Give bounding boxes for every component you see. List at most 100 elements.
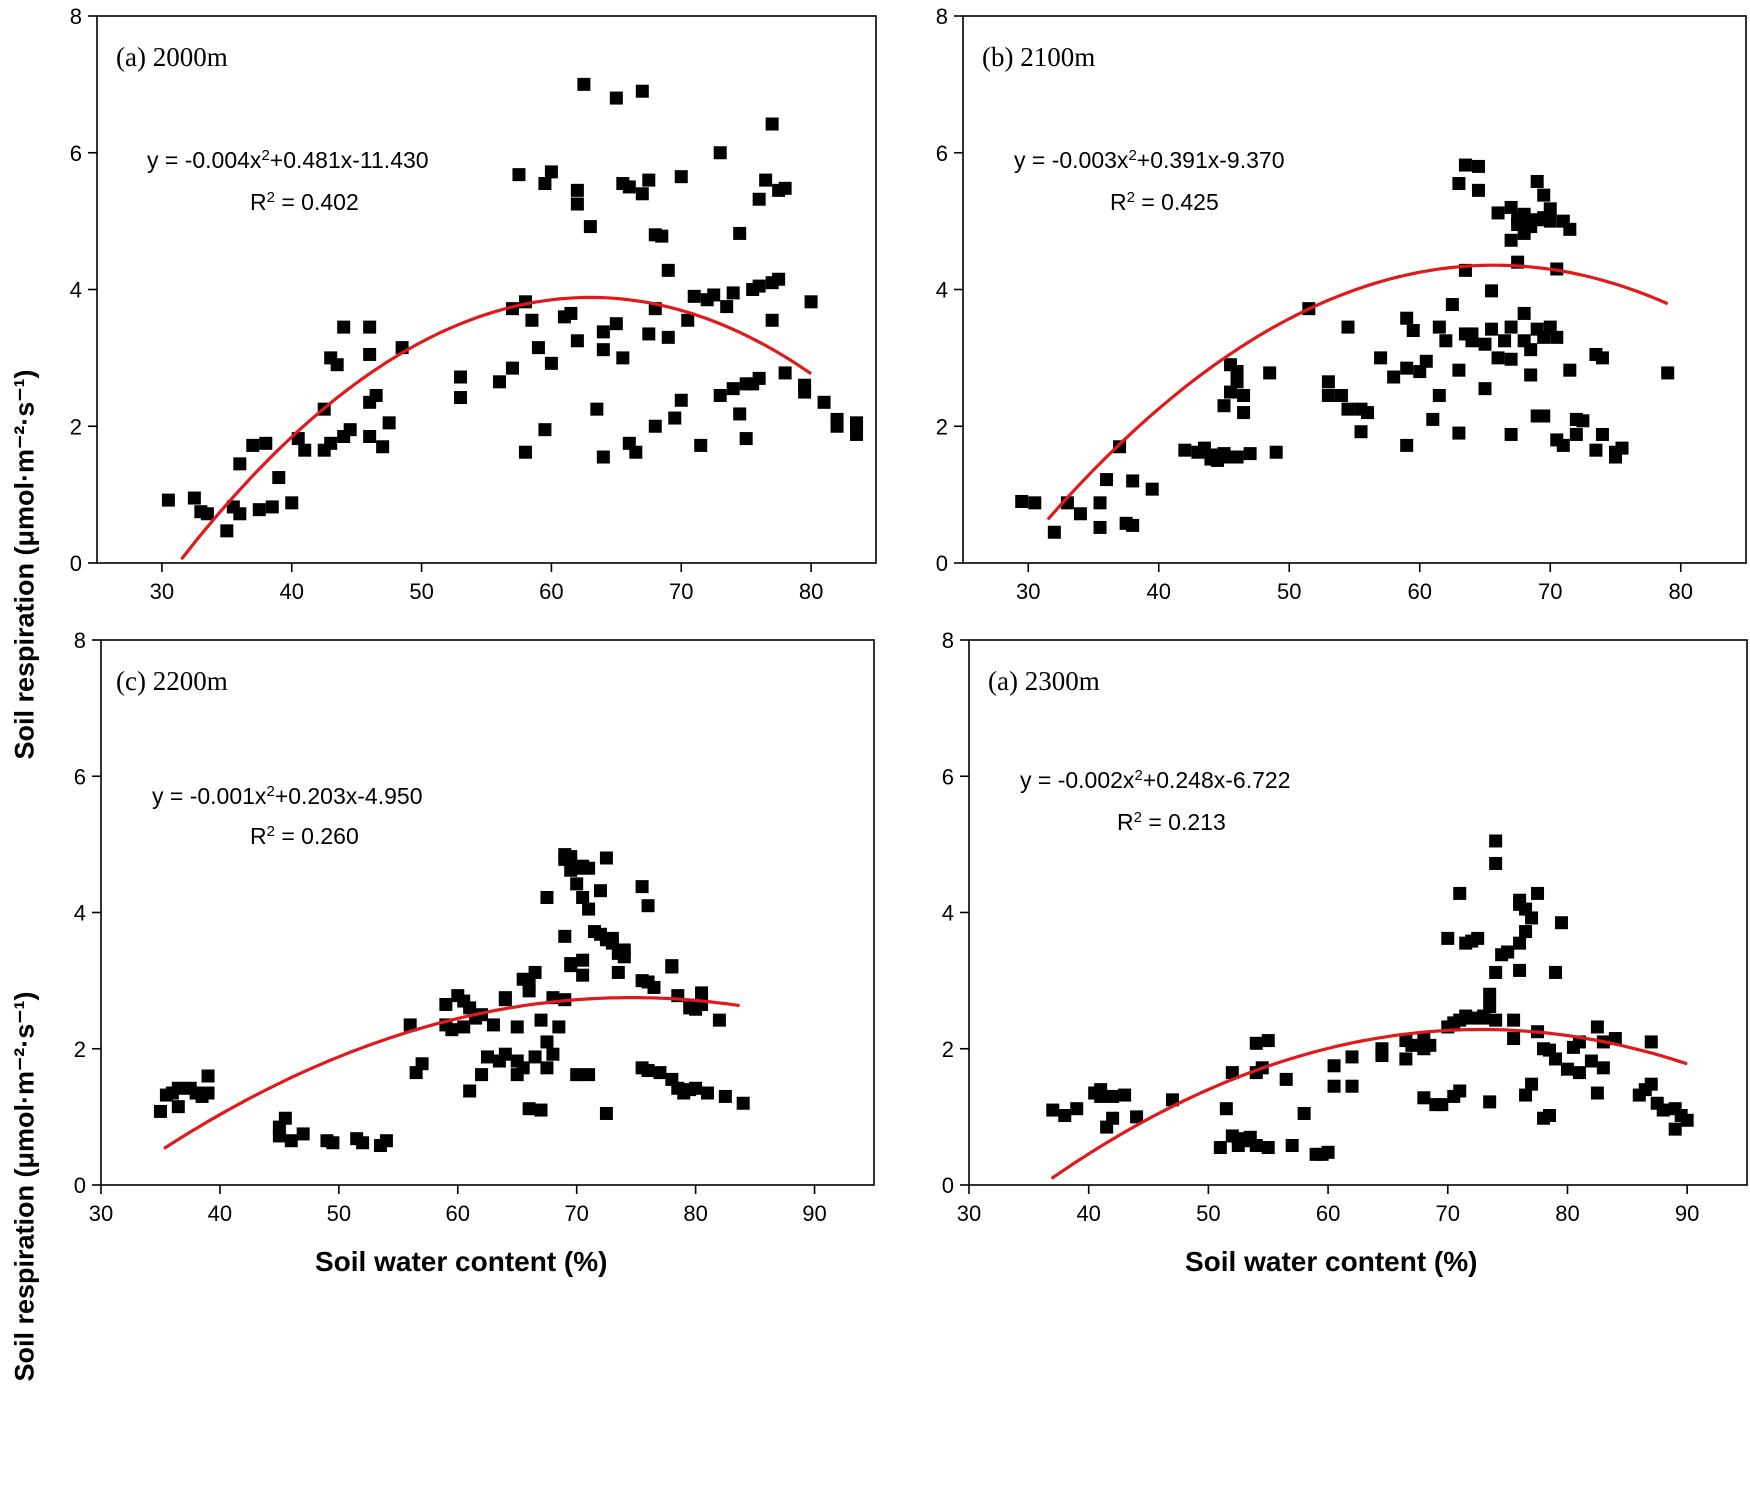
data-point [457, 1020, 471, 1034]
data-point [1498, 334, 1512, 348]
y-tick-label: 2 [74, 1037, 86, 1062]
data-point [1423, 1038, 1437, 1052]
data-point [1426, 412, 1440, 426]
data-point [1243, 447, 1257, 461]
data-point [1452, 177, 1466, 191]
data-point [454, 391, 468, 405]
data-point [661, 330, 675, 344]
data-point [525, 313, 539, 327]
data-point [1489, 834, 1503, 848]
data-point [171, 1081, 185, 1095]
y-axis-label-top-text: Soil respiration (μmol·m⁻²·s⁻¹) [9, 368, 40, 760]
fit-curve [180, 295, 812, 561]
panel-title: (a) 2000m [116, 42, 228, 72]
data-point [337, 320, 351, 334]
panel-3: 30 40 50 60 70 80 90 0 2 4 6 8 (c) 2200m y = -0.001x2… [74, 628, 875, 1226]
data-point [1321, 375, 1335, 389]
data-point [1590, 1020, 1604, 1034]
data-point [382, 416, 396, 430]
data-point [1375, 1042, 1389, 1056]
fit-r-squared: R2 = 0.402 [250, 189, 359, 216]
data-point [1525, 911, 1539, 925]
data-point [1413, 365, 1427, 379]
data-point [1230, 365, 1244, 379]
data-point [611, 965, 625, 979]
data-point [522, 1102, 536, 1116]
data-point [694, 438, 708, 452]
data-point [1093, 496, 1107, 510]
data-point [1452, 426, 1466, 440]
x-tick-label: 70 [669, 579, 693, 604]
fit-equation: y = -0.002x2+0.248x-6.722 [1020, 767, 1290, 794]
data-point [1519, 1088, 1533, 1102]
data-point [1524, 343, 1538, 357]
data-point [1453, 886, 1467, 900]
fit-equation: y = -0.003x2+0.391x-9.370 [1014, 147, 1284, 174]
data-point [1483, 987, 1497, 1001]
data-point [1471, 931, 1485, 945]
data-point [1504, 200, 1518, 214]
data-point [1345, 1050, 1359, 1064]
data-point [326, 1136, 340, 1150]
x-tick-label: 40 [1076, 1201, 1100, 1226]
data-point [356, 1136, 370, 1150]
data-point [1047, 525, 1061, 539]
data-point [605, 931, 619, 945]
data-point [1489, 856, 1503, 870]
data-point [285, 496, 299, 510]
fit-curve [163, 996, 740, 1150]
data-point [481, 1050, 494, 1064]
data-point [187, 491, 201, 505]
data-point [1439, 334, 1453, 348]
data-point [647, 980, 661, 994]
data-point [695, 986, 709, 1000]
data-point [1405, 1038, 1419, 1052]
data-point [1554, 916, 1568, 930]
data-point [772, 272, 786, 286]
data-point [1453, 1084, 1467, 1098]
data-point [369, 388, 383, 402]
data-point [1400, 311, 1414, 325]
data-point [528, 965, 542, 979]
data-point [674, 170, 688, 184]
data-point [582, 902, 596, 916]
data-point [689, 1081, 703, 1095]
x-tick-label: 60 [1408, 579, 1432, 604]
data-point [1130, 1110, 1144, 1124]
data-point [544, 165, 558, 179]
data-point [713, 146, 727, 160]
data-point [463, 1001, 477, 1015]
y-tick-label: 8 [74, 628, 86, 653]
panel-title: (a) 2300m [988, 666, 1100, 696]
data-point [655, 229, 669, 243]
data-point [1126, 474, 1140, 488]
data-point [1230, 450, 1244, 464]
data-point [582, 861, 596, 875]
data-point [665, 960, 679, 974]
x-tick-label: 60 [1316, 1201, 1340, 1226]
data-point [1178, 443, 1192, 457]
data-point [1417, 1091, 1431, 1105]
data-point [1548, 965, 1562, 979]
data-point [713, 388, 727, 402]
data-point [765, 117, 779, 131]
data-point [599, 851, 613, 865]
data-point [1219, 1102, 1233, 1116]
data-point [1106, 1111, 1120, 1125]
data-point [1046, 1103, 1060, 1117]
data-point [629, 445, 643, 459]
data-point [1361, 406, 1375, 420]
data-point [1543, 320, 1557, 334]
x-tick-label: 40 [208, 1201, 232, 1226]
data-point [590, 402, 604, 416]
y-tick-label: 6 [942, 764, 954, 789]
y-tick-label: 4 [70, 278, 82, 303]
data-point [765, 313, 779, 327]
data-point [1661, 366, 1675, 380]
data-point [363, 347, 377, 361]
data-point [1584, 1054, 1598, 1068]
x-tick-label: 60 [446, 1201, 470, 1226]
data-point [1563, 363, 1577, 377]
data-point [681, 313, 695, 327]
data-point [454, 370, 468, 384]
